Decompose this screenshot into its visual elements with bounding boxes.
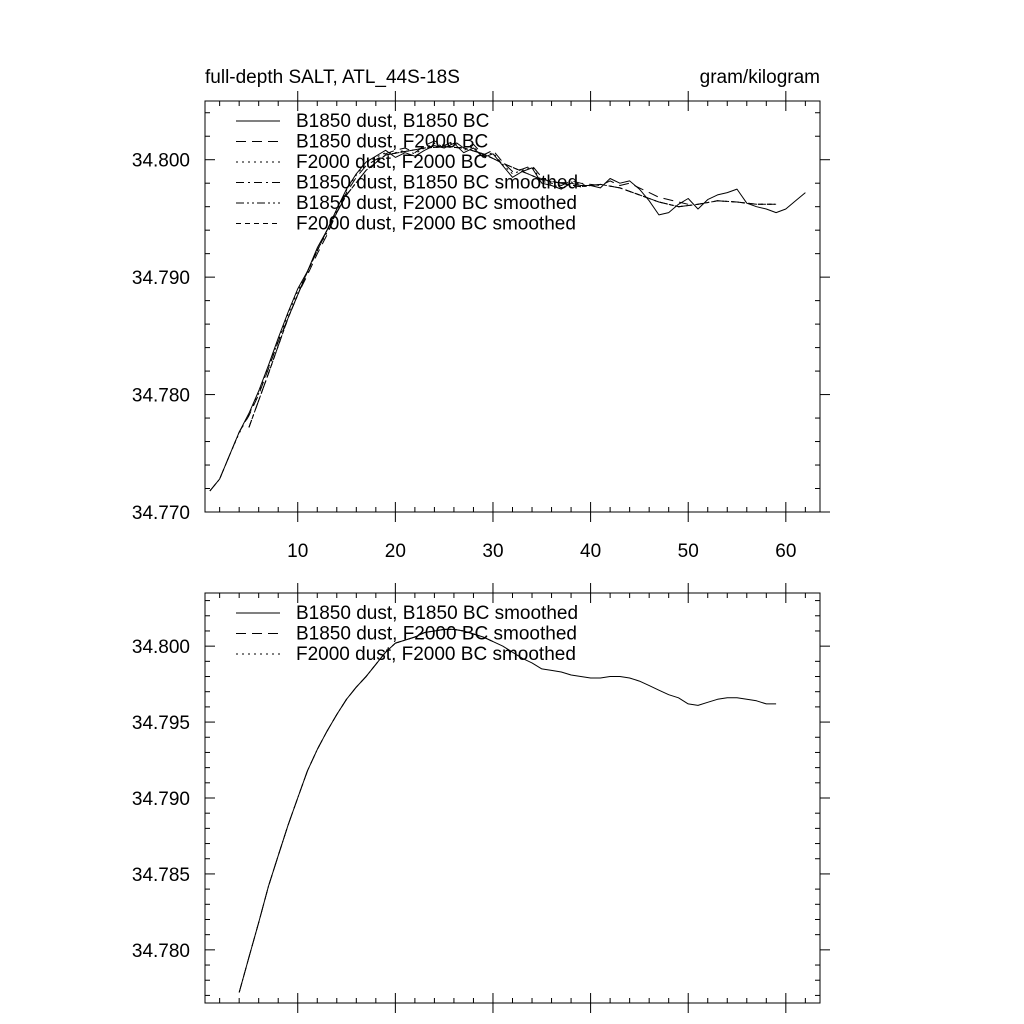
series-line bbox=[209, 141, 591, 492]
legend-label: B1850 dust, F2000 BC smoothed bbox=[296, 624, 577, 645]
y-tick-label: 34.780 bbox=[132, 941, 190, 962]
y-tick-label: 34.795 bbox=[132, 713, 190, 734]
x-tick-label: 30 bbox=[482, 541, 503, 562]
legend-label: F2000 dust, F2000 BC smoothed bbox=[296, 644, 576, 665]
legend-label: B1850 dust, B1850 BC smoothed bbox=[296, 173, 578, 194]
y-tick-label: 34.770 bbox=[132, 503, 190, 524]
y-tick-label: 34.790 bbox=[132, 268, 190, 289]
x-tick-label: 50 bbox=[678, 541, 699, 562]
legend-label: F2000 dust, F2000 BC bbox=[296, 152, 487, 173]
y-tick-label: 34.785 bbox=[132, 865, 190, 886]
legend-label: B1850 dust, F2000 BC bbox=[296, 132, 488, 153]
series-line bbox=[238, 628, 777, 993]
x-tick-label: 10 bbox=[287, 541, 308, 562]
y-tick-label: 34.790 bbox=[132, 789, 190, 810]
series-line bbox=[248, 146, 777, 428]
top-panel: 10 20 30 40 50 60 34.770 34.780 34.790 34.800 B185… bbox=[132, 91, 830, 562]
chart-title: full-depth SALT, ATL_44S-18S bbox=[205, 67, 460, 88]
x-tick-label: 40 bbox=[580, 541, 601, 562]
y-tick-label: 34.800 bbox=[132, 151, 190, 172]
y-tick-label: 34.780 bbox=[132, 386, 190, 407]
series-line bbox=[238, 628, 494, 993]
legend-label: B1850 dust, B1850 BC bbox=[296, 111, 489, 132]
x-tick-label: 20 bbox=[385, 541, 406, 562]
chart-units: gram/kilogram bbox=[700, 67, 820, 88]
bottom-panel: 34.780 34.785 34.790 34.795 34.800 B1850 dust… bbox=[132, 583, 830, 1013]
x-tick-label: 60 bbox=[775, 541, 796, 562]
series-line bbox=[238, 628, 494, 993]
legend-label: B1850 dust, B1850 BC smoothed bbox=[296, 603, 578, 624]
legend-label: B1850 dust, F2000 BC smoothed bbox=[296, 193, 577, 214]
y-tick-label: 34.800 bbox=[132, 637, 190, 658]
legend-label: F2000 dust, F2000 BC smoothed bbox=[296, 214, 576, 235]
series-line bbox=[248, 146, 777, 428]
